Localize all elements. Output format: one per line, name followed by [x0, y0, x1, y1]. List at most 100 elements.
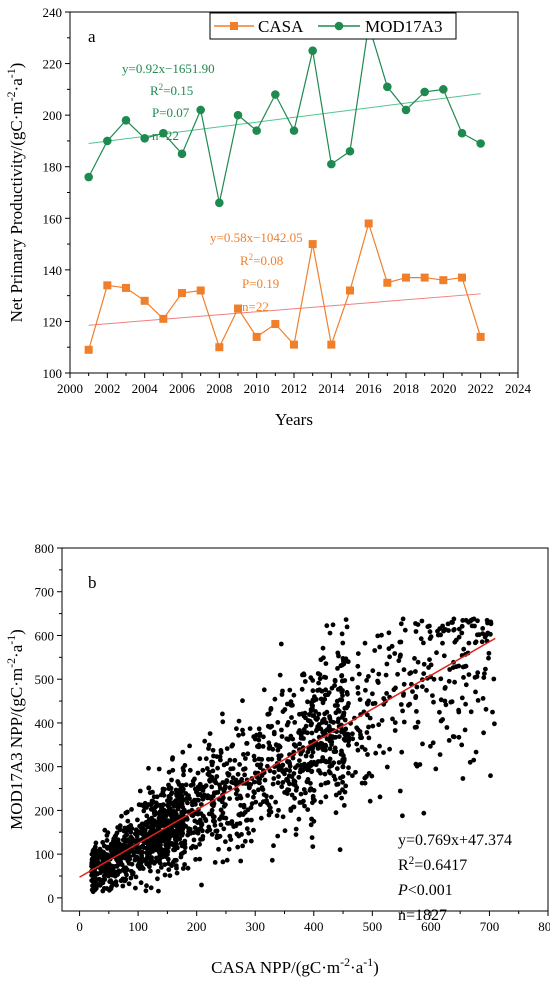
scatter-point: [259, 757, 265, 762]
scatter-point: [156, 888, 161, 894]
y-axis-label: MOD17A3 NPP/(gC·m-2·a-1): [4, 629, 26, 830]
data-point: [177, 149, 187, 159]
scatter-point: [218, 807, 224, 813]
data-point: [234, 304, 242, 313]
scatter-point: [308, 786, 314, 792]
scatter-point: [316, 680, 321, 686]
scatter-point: [197, 756, 203, 762]
scatter-point: [301, 671, 307, 677]
scatter-point: [206, 811, 212, 817]
scatter-point: [420, 684, 425, 689]
scatter-point: [284, 722, 290, 728]
scatter-point: [473, 749, 479, 755]
scatter-point: [331, 749, 337, 755]
data-point: [457, 128, 467, 138]
scatter-point: [195, 830, 201, 836]
scatter-point: [277, 672, 283, 678]
scatter-point: [226, 846, 232, 852]
scatter-point: [297, 758, 302, 763]
scatter-point: [415, 659, 421, 665]
scatter-point: [354, 725, 360, 731]
scatter-point: [442, 698, 448, 704]
scatter-point: [193, 857, 199, 862]
scatter-point: [412, 656, 417, 661]
scatter-point: [148, 868, 153, 874]
scatter-point: [341, 736, 347, 742]
scatter-point: [335, 666, 340, 671]
scatter-point: [166, 769, 172, 775]
scatter-point: [279, 692, 285, 697]
scatter-point: [180, 866, 186, 871]
scatter-point: [167, 873, 173, 878]
scatter-point: [337, 847, 343, 853]
scatter-point: [288, 733, 294, 739]
scatter-point: [187, 743, 193, 749]
scatter-point: [306, 712, 312, 717]
scatter-point: [317, 676, 323, 682]
scatter-point: [318, 799, 324, 805]
scatter-point: [339, 673, 344, 679]
scatter-point: [270, 746, 276, 752]
scatter-point: [205, 771, 211, 777]
scatter-point: [239, 832, 244, 837]
scatter-point: [223, 839, 228, 845]
data-point: [345, 146, 355, 156]
scatter-point: [387, 654, 392, 660]
x-tick-label: 2014: [318, 381, 345, 396]
scatter-point: [264, 793, 269, 799]
scatter-point: [119, 862, 125, 868]
scatter-point: [305, 699, 310, 705]
scatter-point: [163, 854, 169, 859]
y-tick-label: 160: [43, 211, 63, 226]
data-point: [458, 273, 466, 282]
scatter-point: [267, 768, 273, 774]
scatter-point: [119, 813, 124, 819]
scatter-point: [247, 781, 253, 787]
scatter-point: [491, 676, 497, 682]
scatter-point: [339, 751, 345, 757]
scatter-point: [269, 857, 275, 863]
scatter-point: [372, 648, 378, 653]
scatter-point: [271, 729, 277, 735]
scatter-point: [341, 710, 347, 716]
scatter-point: [345, 691, 350, 697]
scatter-point: [176, 825, 182, 830]
scatter-point: [275, 780, 281, 786]
scatter-point: [228, 766, 234, 772]
panel-label: a: [88, 27, 96, 46]
scatter-point: [299, 765, 305, 771]
scatter-point: [157, 854, 163, 860]
scatter-point: [168, 841, 174, 847]
y-tick-label: 500: [35, 672, 55, 687]
scatter-point: [414, 709, 419, 714]
scatter-point: [364, 730, 370, 735]
scatter-point: [97, 876, 102, 882]
y-tick-label: 200: [35, 803, 55, 818]
scatter-point: [323, 794, 329, 800]
scatter-point: [104, 838, 110, 843]
scatter-point: [346, 770, 351, 776]
scatter-point: [332, 678, 338, 684]
scatter-point: [317, 672, 323, 677]
scatter-point: [181, 772, 186, 778]
scatter-point: [245, 817, 251, 823]
scatter-point: [336, 760, 342, 765]
scatter-point: [268, 794, 274, 800]
scatter-point: [447, 667, 453, 672]
scatter-point: [166, 867, 172, 873]
scatter-point: [165, 802, 171, 808]
scatter-point: [146, 831, 152, 837]
scatter-point: [461, 675, 466, 680]
scatter-point: [236, 732, 242, 738]
scatter-point: [124, 832, 130, 838]
x-tick-label: 2002: [94, 381, 120, 396]
scatter-point: [272, 696, 278, 702]
scatter-point: [327, 764, 333, 769]
data-point: [159, 128, 168, 138]
scatter-point: [438, 632, 443, 638]
x-tick-label: 500: [363, 919, 383, 934]
scatter-point: [147, 855, 153, 861]
scatter-point: [93, 850, 99, 856]
scatter-point: [162, 862, 168, 867]
scatter-point: [339, 678, 345, 684]
